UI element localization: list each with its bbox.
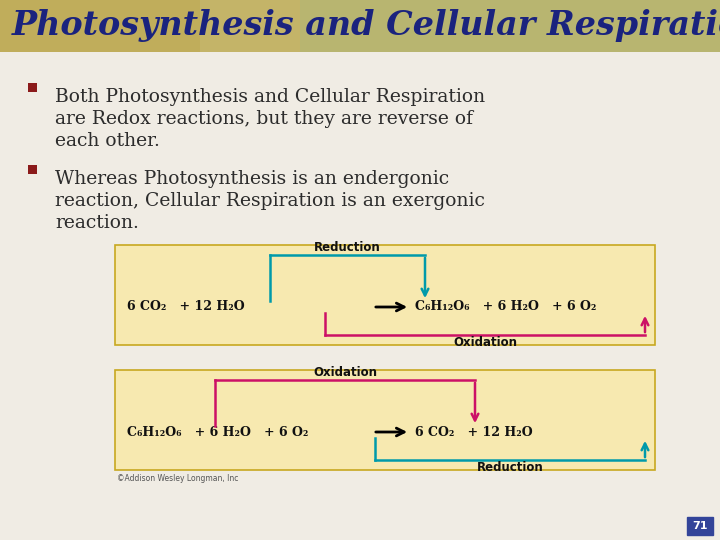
FancyBboxPatch shape [687,517,713,535]
Text: C₆H₁₂O₆   + 6 H₂O   + 6 O₂: C₆H₁₂O₆ + 6 H₂O + 6 O₂ [415,300,596,314]
Bar [115,245,655,345]
Text: Both Photosynthesis and Cellular Respiration: Both Photosynthesis and Cellular Respira… [55,88,485,106]
Text: Whereas Photosynthesis is an endergonic: Whereas Photosynthesis is an endergonic [55,170,449,188]
Text: reaction.: reaction. [55,214,139,232]
Text: are Redox reactions, but they are reverse of: are Redox reactions, but they are revers… [55,110,473,128]
Bar [0,0,720,52]
Text: ©Addison Wesley Longman, Inc: ©Addison Wesley Longman, Inc [117,474,238,483]
Text: C₆H₁₂O₆   + 6 H₂O   + 6 O₂: C₆H₁₂O₆ + 6 H₂O + 6 O₂ [127,426,308,438]
Bar [28,165,37,174]
Bar [300,0,720,52]
Text: Photosynthesis and Cellular Respiration: Photosynthesis and Cellular Respiration [12,10,720,43]
Bar [28,83,37,92]
Text: Oxidation: Oxidation [313,366,377,379]
Text: 6 CO₂   + 12 H₂O: 6 CO₂ + 12 H₂O [415,426,533,438]
Text: reaction, Cellular Respiration is an exergonic: reaction, Cellular Respiration is an exe… [55,192,485,210]
Text: each other.: each other. [55,132,160,150]
Text: 71: 71 [692,521,708,531]
Bar [0,0,200,52]
Text: 6 CO₂   + 12 H₂O: 6 CO₂ + 12 H₂O [127,300,245,314]
Bar [115,370,655,470]
Text: Oxidation: Oxidation [453,336,517,349]
Text: Reduction: Reduction [314,241,381,254]
Text: Reduction: Reduction [477,461,544,474]
